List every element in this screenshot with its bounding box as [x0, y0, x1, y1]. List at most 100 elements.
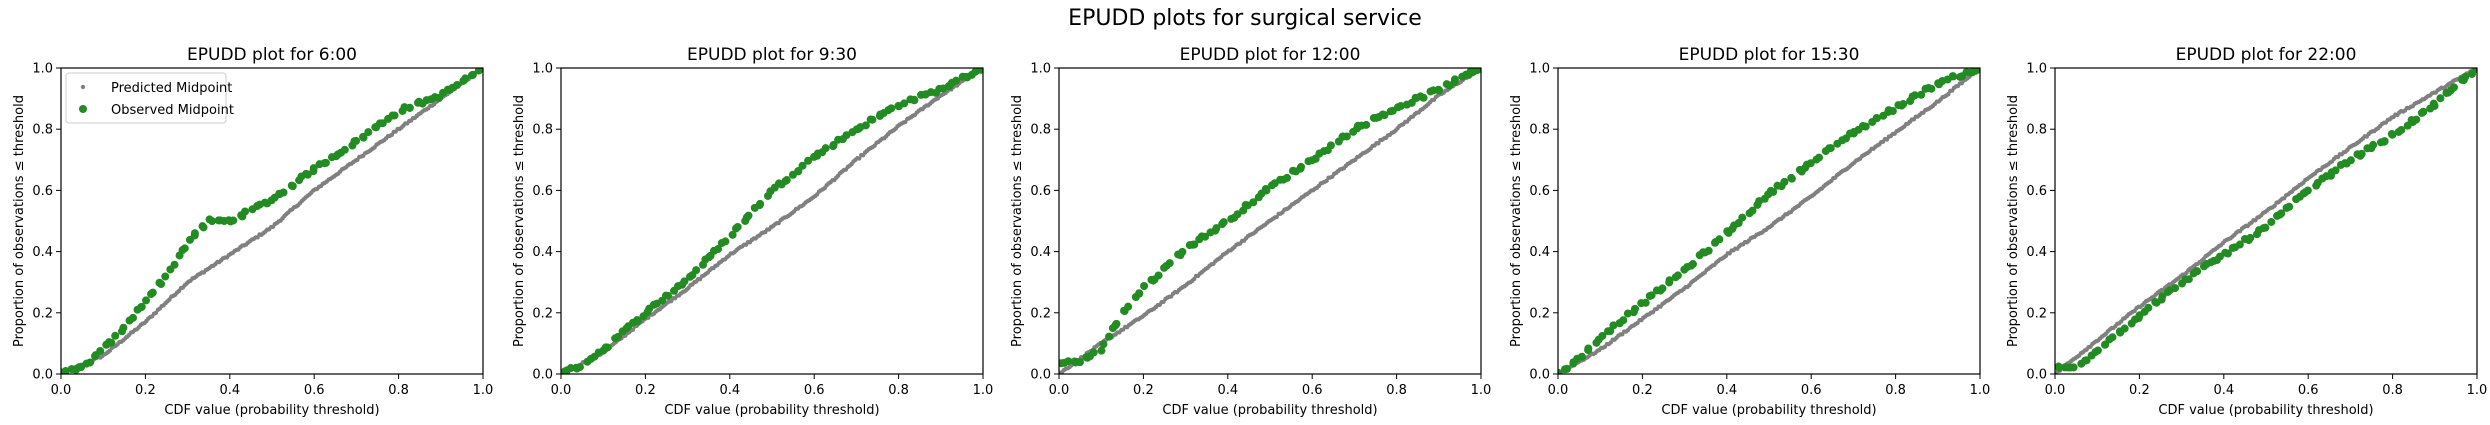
observed-point — [842, 131, 851, 140]
chart-panel-4: EPUDD plot for 15:30 0.0 0.2 0.4 0.6 0.8 1.0 0.… — [1509, 45, 1990, 418]
x-tick-label: 0.2 — [1632, 383, 1653, 398]
x-axis-label: CDF value (probability threshold) — [1661, 403, 1876, 418]
observed-point — [2419, 107, 2428, 116]
observed-point — [829, 142, 838, 151]
legend: Predicted Midpoint Observed Midpoint — [65, 72, 234, 124]
observed-point — [321, 158, 330, 167]
observed-point — [1178, 247, 1187, 256]
observed-point — [309, 164, 318, 173]
observed-point — [461, 74, 470, 83]
observed-point — [170, 260, 179, 269]
x-tick-label: 0.2 — [1133, 383, 1154, 398]
predicted-point — [857, 156, 862, 161]
observed-point — [1326, 141, 1335, 150]
x-tick-label: 1.0 — [2467, 383, 2488, 398]
observed-point — [208, 217, 217, 226]
y-tick-label: 1.0 — [32, 62, 53, 77]
figure-suptitle: EPUDD plots for surgical service — [1068, 6, 1422, 31]
y-axis-label: Proportion of observations ≤ threshold — [12, 95, 27, 347]
observed-point — [1826, 144, 1835, 153]
observed-point — [1435, 86, 1444, 95]
observed-point — [241, 207, 250, 216]
observed-point — [614, 332, 623, 341]
observed-point — [633, 316, 642, 325]
observed-point — [119, 323, 128, 332]
observed-point — [1598, 331, 1607, 340]
observed-point — [1124, 302, 1133, 311]
data-points — [1558, 68, 1980, 374]
observed-point — [952, 76, 961, 85]
observed-point — [1665, 276, 1674, 285]
observed-point — [2193, 267, 2202, 276]
observed-point — [190, 229, 199, 238]
observed-point — [1577, 352, 1586, 361]
observed-point — [340, 145, 349, 154]
observed-point — [1135, 289, 1144, 298]
observed-point — [107, 338, 116, 347]
observed-point — [111, 331, 120, 340]
y-tick-label: 0.6 — [32, 184, 53, 199]
x-tick-label: 0.2 — [135, 383, 156, 398]
observed-point — [1910, 91, 1919, 100]
observed-point — [1888, 107, 1897, 116]
x-tick-label: 0.4 — [219, 383, 240, 398]
observed-point — [1558, 368, 1563, 374]
observed-point — [1450, 75, 1459, 84]
chart-title: EPUDD plot for 9:30 — [687, 45, 857, 65]
observed-point — [2461, 72, 2470, 81]
y-tick-label: 0.0 — [1529, 368, 1550, 383]
observed-point — [900, 99, 909, 108]
y-tick-label: 0.2 — [1030, 306, 1051, 321]
y-tick-label: 0.8 — [1529, 123, 1550, 138]
y-tick-label: 0.4 — [32, 245, 53, 260]
x-tick-label: 0.8 — [1386, 383, 1407, 398]
y-tick-label: 0.8 — [32, 123, 53, 138]
predicted-point — [630, 327, 636, 332]
observed-point — [148, 288, 157, 297]
observed-point — [2246, 233, 2255, 242]
x-axis-label: CDF value (probability threshold) — [1162, 403, 1377, 418]
chart-panel-5: EPUDD plot for 22:00 0.0 0.2 0.4 0.6 0.8 1.0 0.… — [2006, 45, 2487, 418]
observed-point — [2397, 125, 2406, 134]
observed-point — [1815, 153, 1824, 162]
observed-point — [2430, 101, 2439, 110]
observed-point — [2144, 303, 2153, 312]
y-tick-label: 0.8 — [2026, 123, 2047, 138]
observed-point — [1099, 340, 1108, 349]
observed-point — [663, 291, 672, 300]
y-tick-label: 0.0 — [2026, 368, 2047, 383]
observed-point — [756, 199, 765, 208]
observed-point — [2223, 249, 2232, 258]
x-axis-label: CDF value (probability threshold) — [2158, 403, 2373, 418]
observed-point — [2069, 363, 2078, 372]
observed-point — [2412, 115, 2421, 124]
observed-point — [1861, 122, 1870, 131]
x-tick-label: 0.8 — [2382, 383, 2403, 398]
observed-point — [1201, 232, 1210, 241]
observed-point — [1917, 90, 1926, 99]
y-tick-label: 1.0 — [532, 62, 553, 77]
observed-point — [1787, 174, 1796, 183]
observed-point — [180, 244, 189, 253]
observed-point — [887, 104, 896, 113]
observed-point — [1380, 111, 1389, 120]
observed-point — [1297, 162, 1306, 171]
observed-point — [96, 346, 105, 355]
y-axis-label: Proportion of observations ≤ threshold — [2006, 95, 2021, 347]
y-tick-label: 0.6 — [532, 184, 553, 199]
y-tick-label: 1.0 — [1529, 62, 1550, 77]
observed-point — [390, 111, 399, 120]
observed-point — [142, 296, 151, 305]
y-tick-label: 1.0 — [2026, 62, 2047, 77]
observed-point — [1780, 177, 1789, 186]
x-axis-label: CDF value (probability threshold) — [164, 403, 379, 418]
observed-point — [1562, 364, 1571, 373]
chart-title: EPUDD plot for 22:00 — [2176, 45, 2357, 65]
legend-box — [65, 72, 227, 124]
y-tick-label: 1.0 — [1030, 62, 1051, 77]
y-axis-label: Proportion of observations ≤ threshold — [1509, 95, 1524, 347]
chart-panel-2: EPUDD plot for 9:30 0.0 0.2 0.4 0.6 0.8 1.0 0.0… — [512, 45, 993, 418]
observed-point — [1704, 246, 1713, 255]
observed-point — [2171, 284, 2180, 293]
